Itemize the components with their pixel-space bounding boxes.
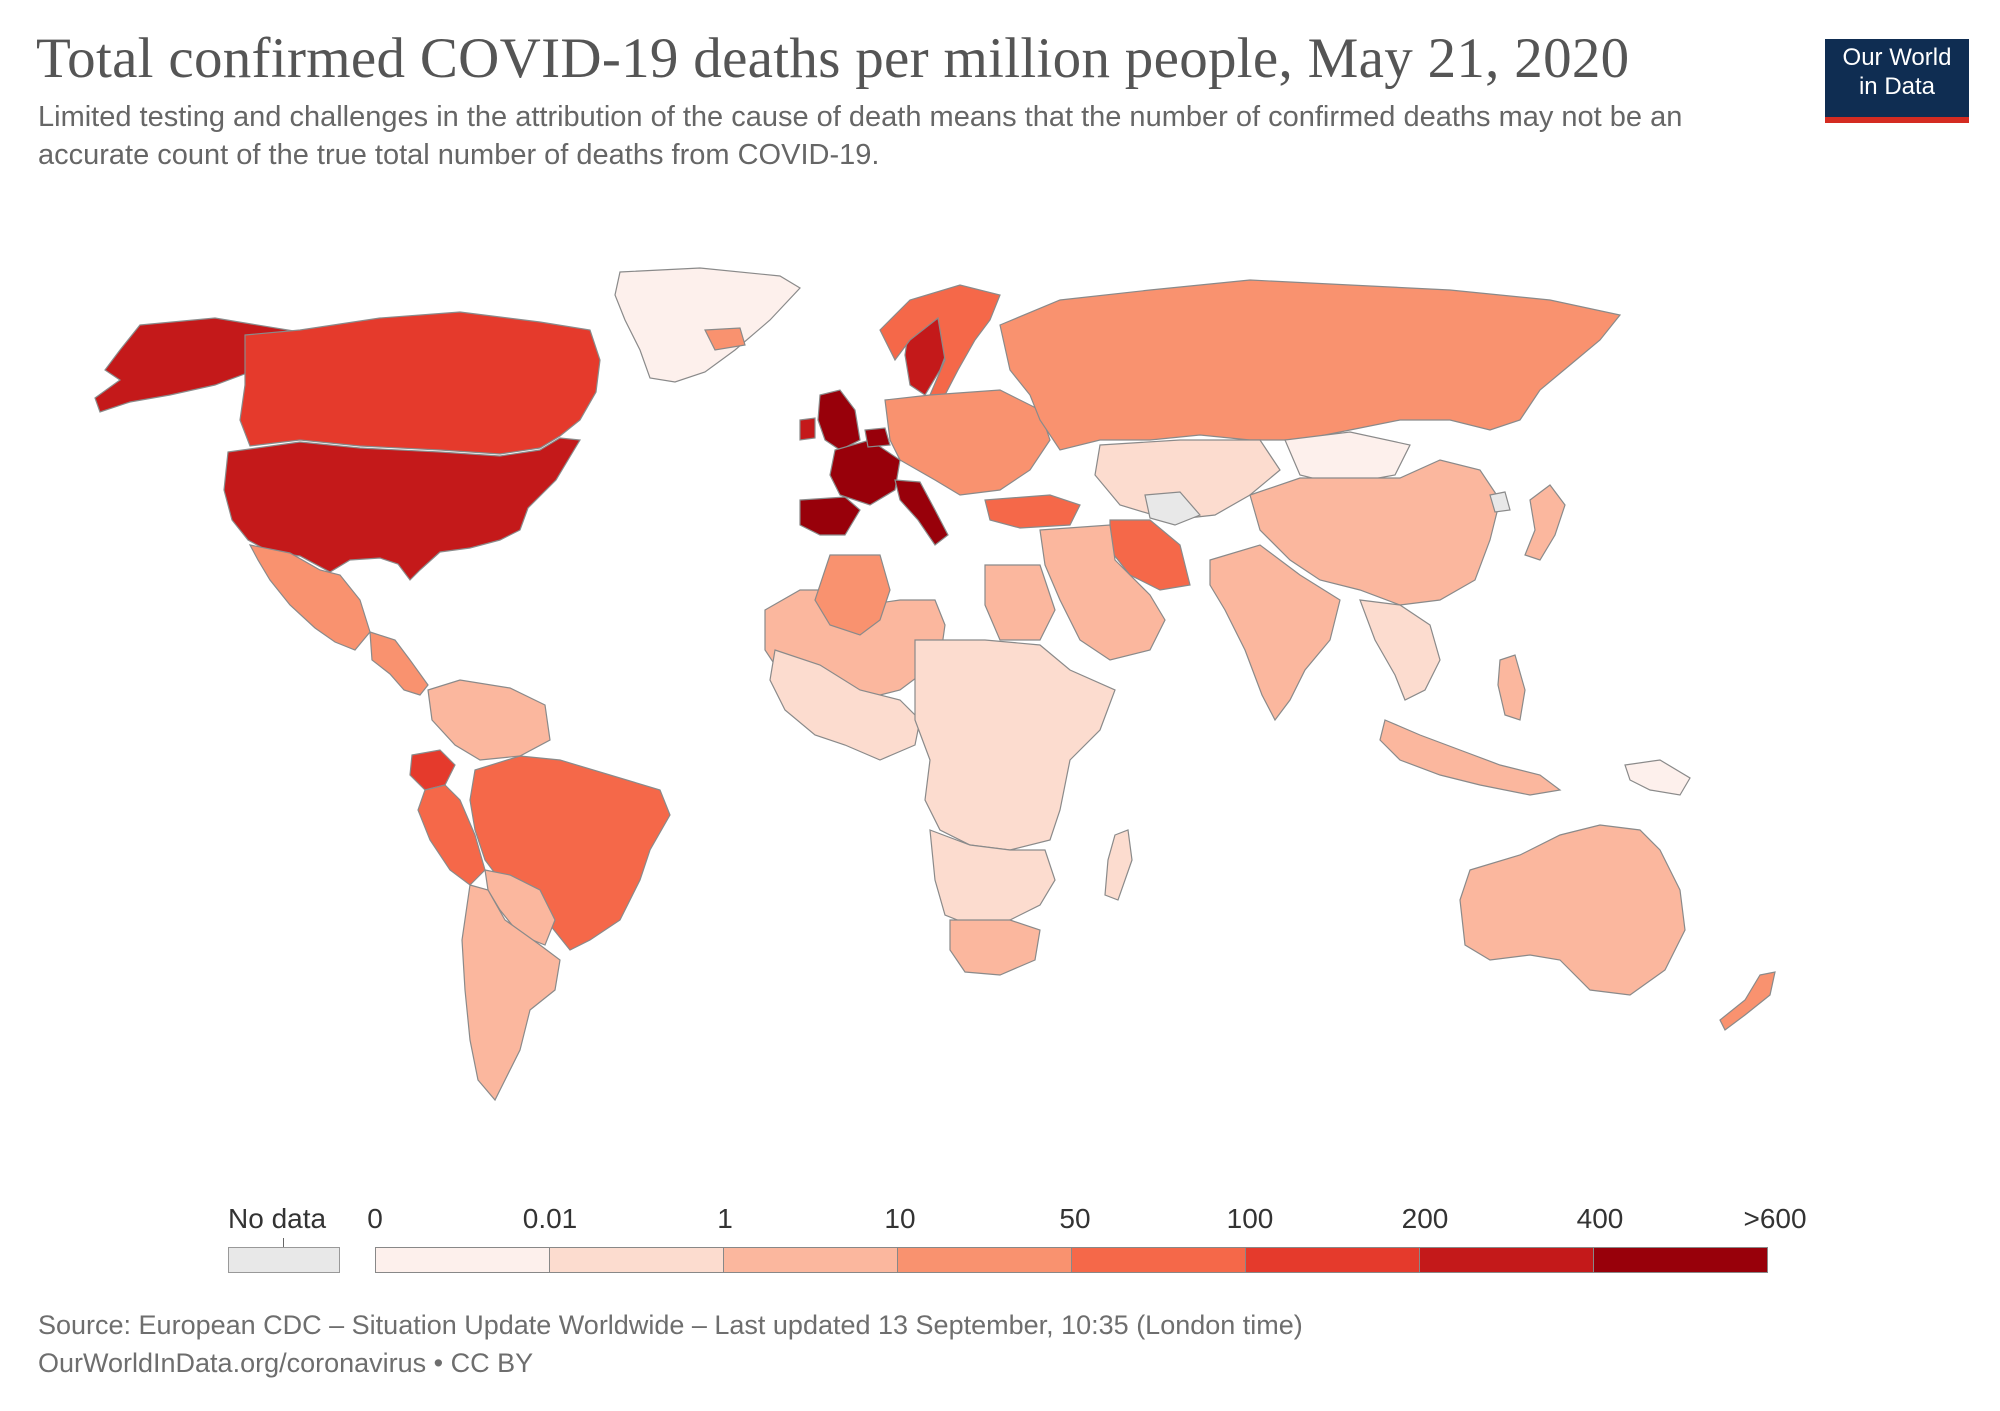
legend-tick-label: 100 <box>1226 1203 1274 1234</box>
country-region[interactable]: Southern Africa <box>929 829 1056 926</box>
legend-tick-label: 0 <box>367 1203 383 1234</box>
country-region[interactable]: Belgium <box>864 427 891 448</box>
country-region[interactable]: Central & East Africa <box>914 639 1116 851</box>
country-region[interactable]: Iceland <box>704 327 746 351</box>
country-region[interactable]: Mongolia <box>1284 431 1411 486</box>
country-region[interactable]: Middle East <box>1039 524 1166 661</box>
chart-title: Total confirmed COVID-19 deaths per mill… <box>36 27 1630 90</box>
country-region[interactable]: Mexico <box>248 544 371 651</box>
legend-tick-label: >600 <box>1743 1203 1807 1234</box>
source-note: Source: European CDC – Situation Update … <box>38 1310 1303 1340</box>
country-region[interactable]: Japan <box>1524 484 1566 561</box>
country-region[interactable]: Southeast Asia <box>1359 599 1441 701</box>
country-region[interactable]: Kazakhstan & Central Asia <box>1094 439 1281 521</box>
legend-bin[interactable] <box>549 1247 724 1273</box>
country-region[interactable]: New Zealand <box>1719 971 1776 1031</box>
legend-bin[interactable] <box>1419 1247 1594 1273</box>
legend-bin[interactable] <box>1593 1247 1768 1273</box>
legend-bin[interactable] <box>723 1247 898 1273</box>
country-region[interactable]: Brazil <box>469 755 671 951</box>
country-region[interactable]: Turkmenistan <box>1144 491 1202 526</box>
country-region[interactable]: North Korea <box>1489 491 1511 513</box>
legend-tick-label: 400 <box>1576 1203 1624 1234</box>
country-region[interactable]: Indonesia <box>1379 719 1562 796</box>
legend-bin[interactable] <box>375 1247 550 1273</box>
country-region[interactable]: Central America <box>369 631 429 696</box>
legend-tick-label: 200 <box>1401 1203 1449 1234</box>
country-region[interactable]: Norway & Finland <box>879 284 1001 396</box>
country-region[interactable]: Ecuador <box>409 749 456 791</box>
legend-no-data-tick <box>283 1238 284 1247</box>
country-region[interactable]: India & South Asia <box>1209 544 1341 722</box>
country-region[interactable]: Greenland <box>614 267 801 383</box>
country-region[interactable]: Italy <box>894 479 949 546</box>
country-region[interactable]: Turkey <box>984 494 1081 529</box>
legend-bin[interactable] <box>1071 1247 1246 1273</box>
country-region[interactable]: Argentina & Chile <box>461 884 561 1102</box>
legend-no-data-label: No data <box>228 1203 327 1234</box>
country-region[interactable]: South Africa <box>949 919 1041 976</box>
legend-color-scale <box>375 1247 1768 1273</box>
country-region[interactable]: Egypt <box>984 564 1056 641</box>
country-region[interactable]: Ireland <box>799 417 816 441</box>
country-region[interactable]: Australia <box>1459 824 1686 996</box>
country-region[interactable]: West Africa <box>769 649 921 761</box>
credit-link[interactable]: OurWorldInData.org/coronavirus • CC BY <box>38 1348 534 1378</box>
legend-no-data-swatch[interactable] <box>228 1247 340 1273</box>
country-region[interactable]: France <box>829 439 901 506</box>
country-region[interactable]: Papua New Guinea <box>1624 759 1691 796</box>
legend-tick-label: 10 <box>884 1203 916 1234</box>
country-region[interactable]: Central & Eastern Europe <box>884 389 1051 496</box>
legend-tick-label: 1 <box>717 1203 733 1234</box>
owid-logo[interactable]: Our World in Data <box>1825 39 1969 123</box>
legend-bin[interactable] <box>1245 1247 1420 1273</box>
country-region[interactable]: Canada <box>239 311 601 455</box>
country-region[interactable]: Colombia & Venezuela <box>427 679 551 761</box>
country-region[interactable]: United Kingdom <box>817 389 861 451</box>
country-region[interactable]: Madagascar <box>1104 829 1133 901</box>
country-region[interactable]: Philippines <box>1497 654 1526 721</box>
logo-line-2: in Data <box>1858 73 1936 100</box>
logo-line-1: Our World <box>1842 44 1952 71</box>
country-region[interactable]: Algeria <box>814 554 891 636</box>
legend-tick-label: 0.01 <box>522 1203 578 1234</box>
legend-tick-label: 50 <box>1059 1203 1091 1234</box>
chart-subtitle: Limited testing and challenges in the at… <box>38 101 1683 171</box>
country-region[interactable]: Russia <box>999 279 1622 451</box>
country-region[interactable]: Spain <box>799 496 861 536</box>
country-region[interactable]: China <box>1249 459 1501 606</box>
country-region[interactable]: Peru <box>417 784 486 886</box>
legend-bin[interactable] <box>897 1247 1072 1273</box>
